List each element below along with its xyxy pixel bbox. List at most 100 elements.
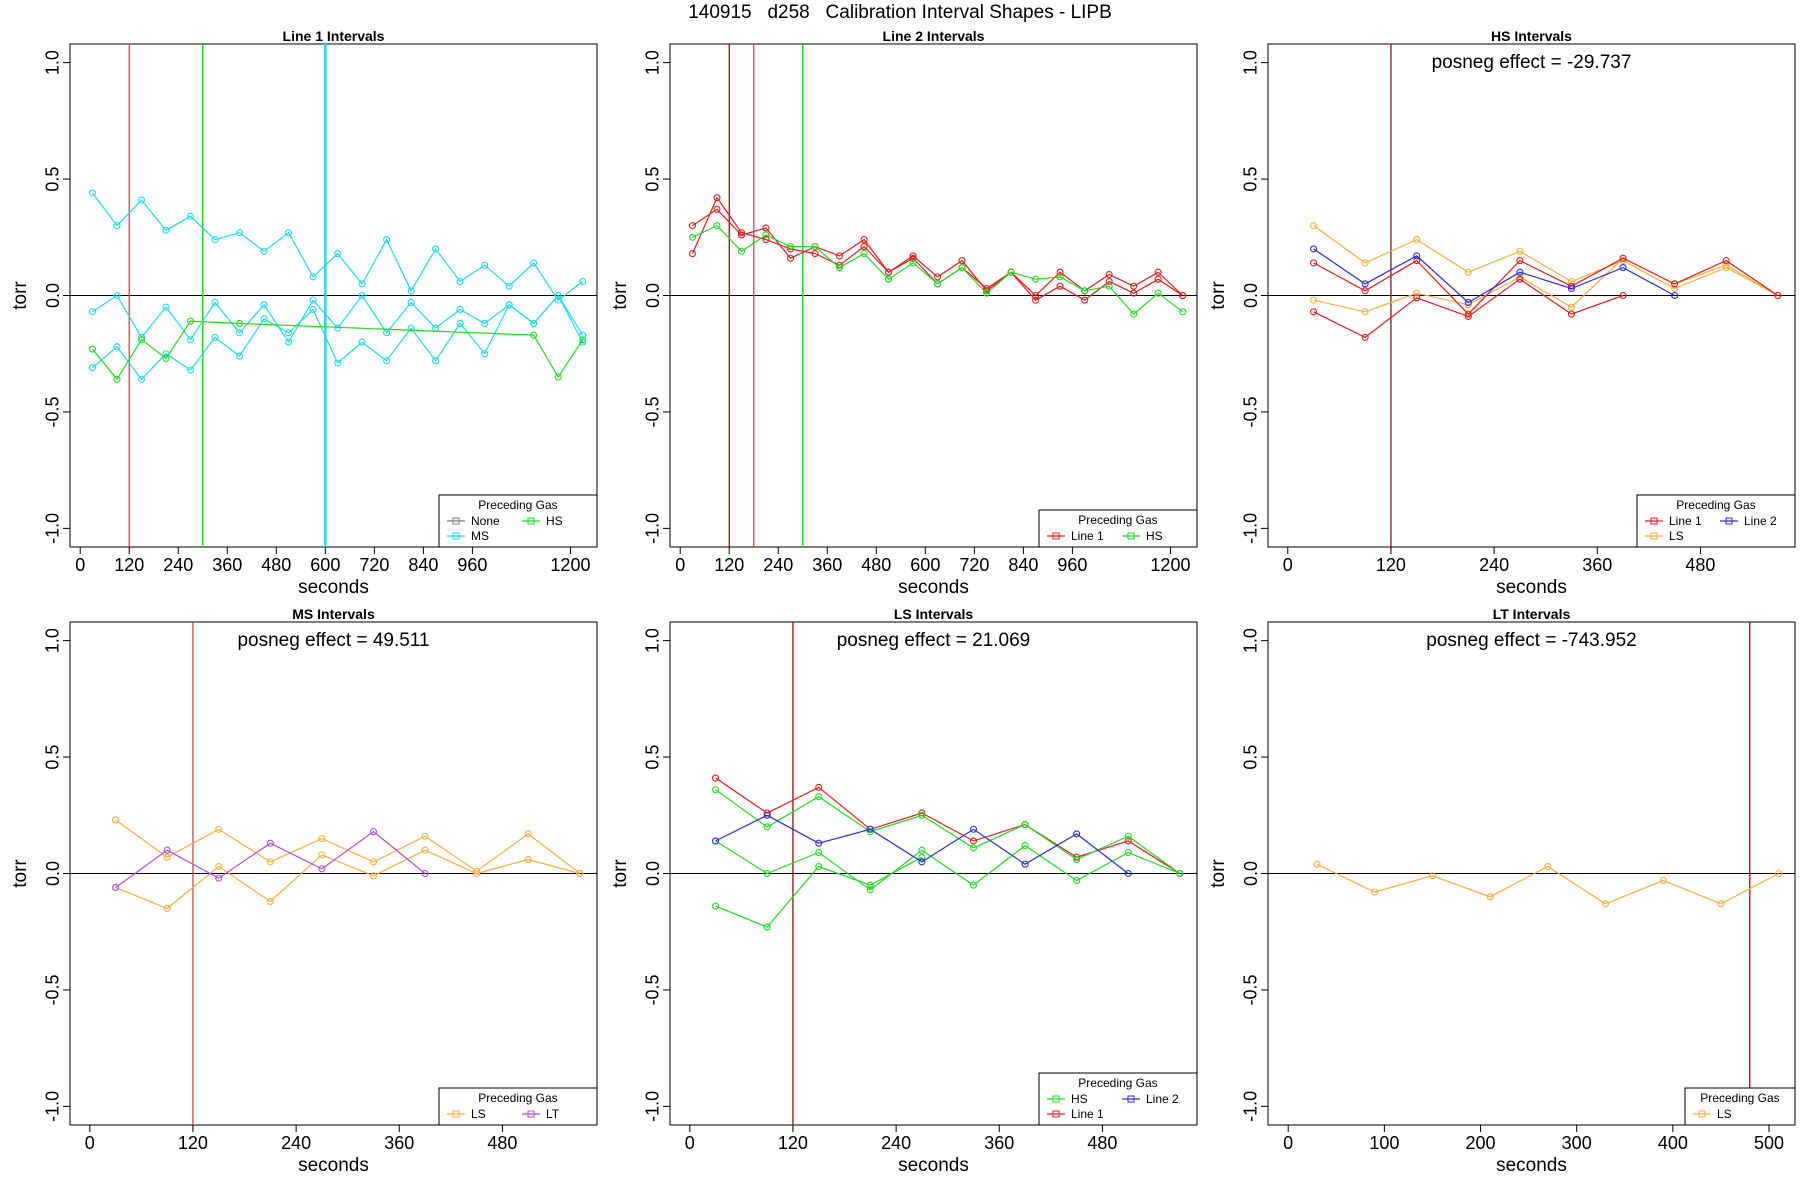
data-point xyxy=(421,846,429,854)
chart-title: Line 2 Intervals xyxy=(883,28,985,44)
data-point xyxy=(1567,284,1576,293)
data-point xyxy=(958,257,966,265)
data-point xyxy=(421,832,429,840)
x-tick-label: 120 xyxy=(1376,555,1406,575)
data-point xyxy=(860,250,868,258)
data-point xyxy=(113,291,121,300)
x-axis-label: seconds xyxy=(1496,577,1567,598)
data-point xyxy=(235,319,244,327)
data-point xyxy=(1021,860,1029,868)
data-point xyxy=(1671,291,1679,300)
y-tick-label: 0.5 xyxy=(1241,745,1261,770)
x-tick-label: 720 xyxy=(359,555,389,575)
data-point xyxy=(1361,259,1369,267)
x-axis-label: seconds xyxy=(898,577,969,598)
y-tick-label: -0.5 xyxy=(643,396,663,427)
data-point xyxy=(1464,298,1472,307)
data-point xyxy=(162,226,170,234)
y-axis-label: torr xyxy=(1208,281,1229,310)
chart-lt-intervals: LT Intervals 1.0 0.5 0.0 -0.5 -1.0 torr 0 100 200… xyxy=(1208,606,1796,1176)
series-line xyxy=(1313,248,1675,304)
data-point xyxy=(235,352,244,360)
x-tick-label: 600 xyxy=(910,555,940,575)
data-point xyxy=(983,289,991,297)
series-line xyxy=(1313,225,1779,297)
data-point xyxy=(554,373,562,381)
data-point xyxy=(712,786,720,794)
data-point xyxy=(1154,268,1162,276)
data-point xyxy=(456,319,464,327)
data-point xyxy=(1413,289,1421,297)
chart-hs-intervals: HS Intervals 1.0 0.5 0.0 -0.5 -1.0 torr 0 120 240… xyxy=(1208,28,1796,598)
legend-swatch-marker xyxy=(1127,532,1135,540)
y-tick-label: 0.0 xyxy=(43,861,63,886)
data-point xyxy=(186,366,195,374)
series-line xyxy=(92,294,584,344)
legend-box xyxy=(1636,494,1796,548)
data-point xyxy=(1361,308,1369,316)
y-tick-label: -0.5 xyxy=(1241,974,1261,1005)
series-line xyxy=(1313,278,1624,339)
posneg-annotation: posneg effect = 21.069 xyxy=(837,630,1031,651)
data-point xyxy=(1413,252,1421,260)
data-point xyxy=(266,839,274,847)
series-line xyxy=(1313,257,1779,313)
data-point xyxy=(266,897,274,905)
legend-label: Line 2 xyxy=(1744,514,1777,528)
data-point xyxy=(334,324,342,332)
data-point xyxy=(958,264,966,272)
data-point xyxy=(1081,287,1089,295)
legend-label: Line 1 xyxy=(1669,514,1702,528)
data-point xyxy=(1464,312,1472,321)
x-tick-label: 240 xyxy=(281,1133,311,1153)
data-point xyxy=(530,319,538,327)
data-point xyxy=(235,329,244,337)
y-tick-label: 1.0 xyxy=(1241,50,1261,75)
data-point xyxy=(358,280,366,288)
data-point xyxy=(1619,264,1627,272)
data-point xyxy=(815,793,823,801)
data-point xyxy=(835,252,844,260)
legend-box xyxy=(438,1087,598,1126)
x-tick-label: 960 xyxy=(1057,555,1087,575)
x-tick-label: 720 xyxy=(959,555,989,575)
data-point xyxy=(934,273,942,281)
series-line xyxy=(715,840,1181,891)
data-point xyxy=(137,336,146,344)
legend-title: Preceding Gas xyxy=(1700,1091,1779,1105)
data-point xyxy=(737,247,746,255)
chart-title: LS Intervals xyxy=(894,606,974,622)
x-tick-label: 360 xyxy=(212,555,242,575)
legend-title: Preceding Gas xyxy=(478,498,557,512)
data-point xyxy=(163,904,171,912)
data-point xyxy=(1124,848,1132,857)
data-point xyxy=(1567,282,1576,290)
data-point xyxy=(1021,821,1029,829)
data-point xyxy=(211,236,219,244)
data-point xyxy=(866,886,874,894)
data-point xyxy=(88,308,97,316)
data-point xyxy=(137,196,146,204)
data-point xyxy=(285,329,293,337)
legend-swatch-marker xyxy=(1052,1095,1060,1103)
data-point xyxy=(260,247,268,255)
x-tick-label: 240 xyxy=(881,1133,911,1153)
data-point xyxy=(407,298,415,307)
data-point xyxy=(1361,287,1369,295)
data-point xyxy=(88,189,97,197)
data-point xyxy=(266,858,274,866)
data-point xyxy=(358,291,366,300)
series-line xyxy=(115,830,426,888)
data-point xyxy=(1179,308,1187,316)
data-point xyxy=(763,823,771,831)
legend-label: LT xyxy=(546,1107,560,1121)
data-point xyxy=(1671,284,1679,293)
y-tick-label: 0.5 xyxy=(643,167,663,192)
legend-swatch-marker xyxy=(1052,1110,1060,1118)
x-axis-label: seconds xyxy=(898,1155,969,1176)
chart-ms-intervals: MS Intervals 1.0 0.5 0.0 -0.5 -1.0 torr 0 120 240… xyxy=(10,606,598,1176)
x-tick-label: 120 xyxy=(778,1133,808,1153)
x-tick-label: 840 xyxy=(408,555,438,575)
x-tick-label: 240 xyxy=(163,555,193,575)
legend-label: LS xyxy=(1669,529,1684,543)
